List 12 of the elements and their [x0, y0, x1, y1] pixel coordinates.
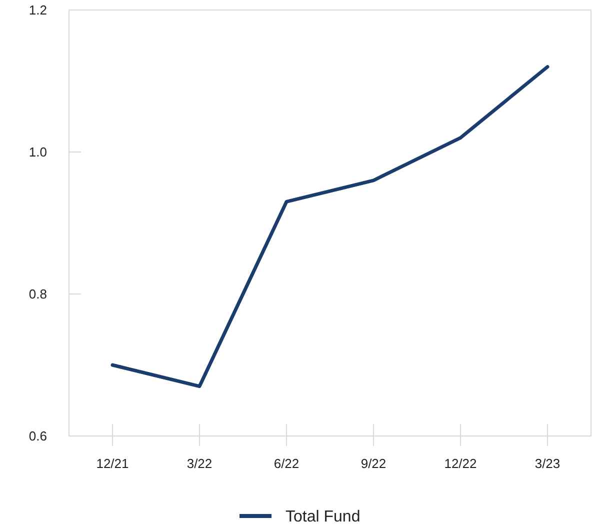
legend-label: Total Fund — [286, 508, 360, 526]
line-series — [110, 65, 550, 388]
y-tick-label: 0.8 — [28, 286, 47, 302]
y-tick-label: 1.0 — [28, 144, 47, 160]
x-tick-label: 3/23 — [534, 456, 560, 471]
x-tick-label: 12/22 — [444, 456, 477, 471]
x-tick-label: 12/21 — [96, 456, 129, 471]
y-tick-label: 0.6 — [28, 428, 47, 444]
x-tick-label: 9/22 — [360, 456, 386, 471]
x-tick-label: 3/22 — [186, 456, 212, 471]
y-tick-label: 1.2 — [28, 2, 47, 18]
x-tick-label: 6/22 — [274, 456, 300, 471]
